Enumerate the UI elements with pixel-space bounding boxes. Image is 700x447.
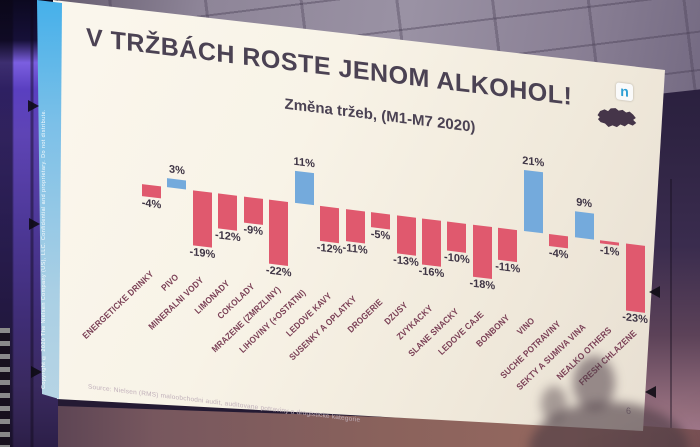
bar bbox=[625, 243, 645, 313]
presenter-shadow bbox=[523, 330, 700, 447]
bar bbox=[142, 184, 161, 198]
bar bbox=[549, 234, 569, 248]
bar-value-label: 9% bbox=[576, 196, 593, 211]
screen-clip-icon bbox=[28, 100, 39, 112]
copyright-text: Copyright © 2020 The Nielsen Company (US… bbox=[41, 109, 47, 389]
bar bbox=[243, 196, 263, 225]
bar-value-label: -4% bbox=[141, 196, 162, 212]
bar bbox=[447, 221, 467, 253]
bar bbox=[371, 212, 391, 230]
screen-clip-icon bbox=[649, 286, 660, 298]
bar-value-label: -16% bbox=[418, 265, 445, 281]
bar bbox=[269, 199, 289, 266]
bar bbox=[167, 178, 187, 190]
radiator-stripes bbox=[0, 328, 10, 447]
bar-value-label: 11% bbox=[293, 155, 315, 171]
bar bbox=[294, 170, 314, 206]
screen-clip-icon bbox=[31, 366, 42, 378]
bar-value-label: 3% bbox=[168, 163, 185, 178]
bar bbox=[498, 227, 518, 263]
bar-value-label: -22% bbox=[265, 264, 292, 280]
bar-value-label: -19% bbox=[189, 246, 216, 262]
bar-value-label: -18% bbox=[469, 277, 496, 293]
bar-value-label: -4% bbox=[548, 246, 569, 262]
bar bbox=[523, 170, 543, 234]
screen-clip-icon bbox=[29, 218, 40, 230]
bar bbox=[396, 215, 416, 256]
bar bbox=[574, 211, 594, 240]
bar bbox=[320, 205, 340, 244]
bar-value-label: 21% bbox=[522, 154, 545, 170]
screen-clip-icon bbox=[645, 386, 656, 398]
